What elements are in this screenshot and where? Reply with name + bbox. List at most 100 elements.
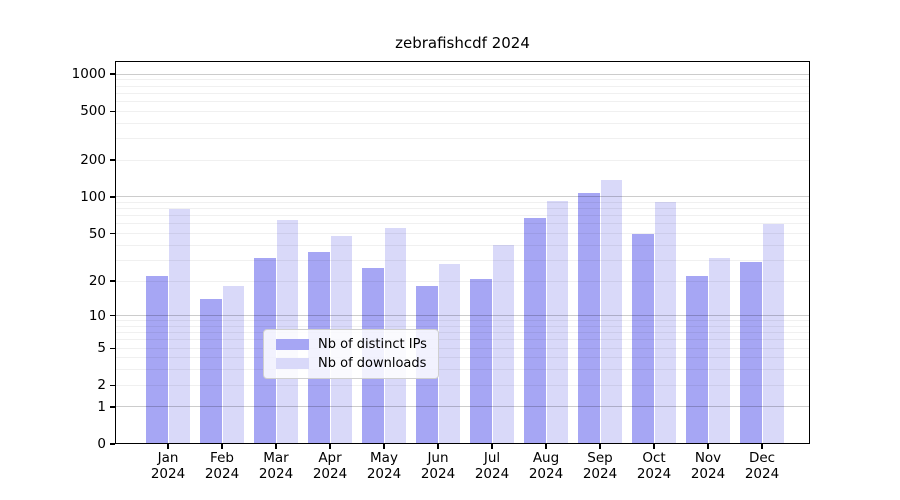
- gridline-minor: [115, 100, 810, 102]
- y-tick-mark: [110, 347, 115, 349]
- y-tick-mark: [110, 73, 115, 75]
- bar-downloads-jul: [492, 245, 514, 444]
- y-tick-mark: [110, 384, 115, 386]
- x-tick-year: 2024: [258, 466, 294, 482]
- bar-distinct-ips-aug: [524, 218, 546, 444]
- x-tick-mark: [275, 444, 277, 449]
- y-tick-label-0: 0: [97, 436, 106, 452]
- y-tick-mark: [110, 159, 115, 161]
- x-tick-label-feb: Feb 2024: [192, 450, 252, 482]
- y-tick-label-1: 1: [97, 398, 106, 415]
- x-tick-year: 2024: [420, 466, 456, 482]
- x-tick-year: 2024: [636, 466, 672, 482]
- gridline-minor: [115, 384, 810, 386]
- x-tick-label-apr: Apr 2024: [300, 450, 360, 482]
- bar-distinct-ips-dec: [740, 261, 762, 444]
- x-tick-month: Jul: [483, 450, 501, 466]
- x-tick-year: 2024: [312, 466, 348, 482]
- y-tick-label-2: 2: [97, 377, 106, 394]
- x-tick-label-jun: Jun 2024: [408, 450, 468, 482]
- x-tick-month: Sep: [587, 450, 613, 466]
- y-tick-label-50: 50: [88, 225, 106, 242]
- x-tick-label-jan: Jan 2024: [138, 450, 198, 482]
- gridline-minor: [115, 357, 810, 359]
- legend-swatch-distinct-ips: [276, 339, 309, 350]
- bar-downloads-sep: [600, 180, 622, 444]
- x-tick-year: 2024: [204, 466, 240, 482]
- x-tick-label-dec: Dec 2024: [732, 450, 792, 482]
- gridline-major: [115, 315, 810, 317]
- bar-downloads-dec: [762, 223, 784, 444]
- y-tick-mark: [110, 315, 115, 317]
- x-tick-month: Nov: [694, 450, 722, 466]
- y-tick-mark: [110, 443, 115, 445]
- x-tick-month: Dec: [748, 450, 776, 466]
- gridline-minor: [115, 79, 810, 81]
- y-tick-label-1000: 1000: [71, 66, 106, 82]
- y-tick-label-10: 10: [88, 307, 106, 324]
- x-tick-mark: [383, 444, 385, 449]
- x-tick-mark: [167, 444, 169, 449]
- gridline-minor: [115, 201, 810, 203]
- x-tick-month: May: [370, 450, 398, 466]
- gridline-minor: [115, 347, 810, 349]
- x-tick-label-jul: Jul 2024: [462, 450, 522, 482]
- x-tick-label-aug: Aug 2024: [516, 450, 576, 482]
- gridline-minor: [115, 233, 810, 234]
- x-tick-mark: [599, 444, 601, 449]
- bar-distinct-ips-jan: [146, 276, 168, 444]
- x-tick-month: Jan: [157, 450, 179, 466]
- y-tick-mark: [110, 280, 115, 282]
- x-tick-mark: [329, 444, 331, 449]
- bar-distinct-ips-feb: [200, 299, 222, 444]
- chart-title: zebrafishcdf 2024: [395, 34, 530, 52]
- gridline-major: [115, 73, 810, 75]
- gridline-minor: [115, 159, 810, 161]
- legend-row-downloads: Nb of downloads: [276, 356, 427, 371]
- gridline-minor: [115, 208, 810, 210]
- x-tick-month: Jun: [427, 450, 449, 466]
- gridline-minor: [115, 320, 810, 322]
- gridline-major: [115, 196, 810, 198]
- x-tick-mark: [761, 444, 763, 449]
- gridline-minor: [115, 137, 810, 139]
- x-tick-label-sep: Sep 2024: [570, 450, 630, 482]
- x-tick-label-nov: Nov 2024: [678, 450, 738, 482]
- legend-label-downloads: Nb of downloads: [318, 356, 427, 371]
- x-tick-month: Feb: [210, 450, 234, 466]
- y-tick-mark: [110, 110, 115, 112]
- gridline-minor: [115, 280, 810, 282]
- gridline-minor: [115, 110, 810, 112]
- x-tick-month: Aug: [532, 450, 560, 466]
- gridline-minor: [115, 215, 810, 217]
- y-tick-mark: [110, 196, 115, 198]
- y-tick-label-200: 200: [80, 152, 106, 168]
- x-tick-year: 2024: [690, 466, 726, 482]
- bar-downloads-feb: [222, 286, 244, 444]
- legend: Nb of distinct IPs Nb of downloads: [263, 329, 439, 379]
- gridline-minor: [115, 92, 810, 94]
- y-tick-label-500: 500: [80, 103, 106, 120]
- x-tick-year: 2024: [474, 466, 510, 482]
- bar-distinct-ips-jul: [470, 278, 492, 444]
- gridline-major: [115, 406, 810, 408]
- x-tick-label-mar: Mar 2024: [246, 450, 306, 482]
- x-tick-month: Oct: [642, 450, 666, 466]
- legend-row-distinct-ips: Nb of distinct IPs: [276, 337, 427, 352]
- bar-downloads-nov: [708, 258, 730, 444]
- gridline-minor: [115, 332, 810, 334]
- bar-downloads-jan: [168, 209, 190, 444]
- x-tick-year: 2024: [150, 466, 186, 482]
- x-tick-label-oct: Oct 2024: [624, 450, 684, 482]
- gridline-minor: [115, 369, 810, 371]
- y-tick-mark: [110, 232, 115, 235]
- x-tick-label-may: May 2024: [354, 450, 414, 482]
- gridline-minor: [115, 85, 810, 87]
- bar-distinct-ips-sep: [578, 192, 600, 444]
- legend-label-distinct-ips: Nb of distinct IPs: [318, 337, 427, 352]
- x-tick-mark: [221, 444, 223, 449]
- bar-downloads-oct: [654, 202, 676, 444]
- bar-distinct-ips-nov: [686, 276, 708, 444]
- gridline-minor: [115, 122, 810, 124]
